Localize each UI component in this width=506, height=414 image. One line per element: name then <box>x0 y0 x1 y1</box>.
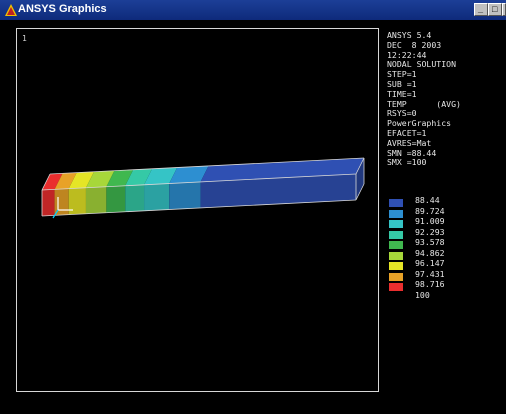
minimize-button[interactable]: _ <box>474 3 488 16</box>
beam-segment-front <box>169 181 201 210</box>
info-line: RSYS=0 <box>387 108 417 119</box>
legend-swatch <box>389 209 403 218</box>
beam-segment-front <box>42 189 55 216</box>
info-line: AVRES=Mat <box>387 137 432 148</box>
beam-segment-top <box>85 170 115 188</box>
beam-edges <box>41 157 365 217</box>
legend-label: 98.716 <box>415 279 445 289</box>
beam-segment-front <box>125 184 145 212</box>
beam-segment-top <box>125 168 153 186</box>
info-line: ANSYS 5.4 <box>387 30 432 40</box>
legend-row-end: 100 <box>387 289 502 302</box>
legend-swatch <box>389 272 403 281</box>
title-bar: ANSYS Graphics _ □ <box>0 0 506 20</box>
info-line: STEP=1 <box>387 69 417 80</box>
beam-edge <box>355 183 365 201</box>
legend-label: 94.862 <box>415 247 445 258</box>
legend-row: 98.716 <box>387 279 502 291</box>
legend-label: 91.009 <box>415 216 445 226</box>
beam-segment-front <box>68 187 86 215</box>
beam-edge <box>355 157 365 175</box>
info-line: 12:22:44 <box>387 49 427 60</box>
beam-segment-front <box>144 183 170 211</box>
maximize-button[interactable]: □ <box>488 3 502 16</box>
legend-swatch <box>389 251 403 260</box>
contour-legend: 88.44 89.724 91.009 92.293 93.578 94.862 96.14… <box>387 195 502 302</box>
info-line: SMX =100 <box>387 157 427 168</box>
legend-label: 97.431 <box>415 268 445 279</box>
info-line: TEMP (AVG) <box>387 98 461 109</box>
beam-segment-top <box>106 169 134 187</box>
legend-swatch <box>389 241 403 249</box>
beam-segment-top <box>144 167 178 185</box>
legend-swatch <box>389 230 403 239</box>
info-line: SUB =1 <box>387 78 417 89</box>
beam-segment-front <box>85 186 107 214</box>
beam-edge <box>41 173 357 191</box>
info-line: PowerGraphics <box>387 118 452 129</box>
legend-row: 91.009 <box>387 216 502 228</box>
legend-swatch <box>389 283 403 291</box>
beam-segment-top <box>54 172 77 190</box>
legend-swatch <box>389 199 403 207</box>
info-line: NODAL SOLUTION <box>387 59 457 70</box>
coordinate-triad-icon <box>52 197 73 219</box>
legend-label: 92.293 <box>415 226 445 237</box>
ansys-app-icon[interactable] <box>5 4 17 16</box>
beam-edge <box>41 173 51 191</box>
beam-edge <box>49 157 365 175</box>
beam-segment-front <box>200 174 356 208</box>
info-line: TIME=1 <box>387 88 417 99</box>
legend-row: 93.578 <box>387 237 502 249</box>
legend-row: 89.724 <box>387 205 502 218</box>
beam-edge <box>41 199 357 217</box>
solution-info-panel: ANSYS 5.4 DEC 8 2003 12:22:44 NODAL SOLUTIO… <box>387 30 502 168</box>
legend-label: 96.147 <box>415 258 445 268</box>
beam-segment-front <box>106 185 126 213</box>
legend-row: 88.44 <box>387 195 502 207</box>
legend-row: 97.431 <box>387 268 502 281</box>
beam-segment-top <box>68 171 94 189</box>
info-line: EFACET=1 <box>387 127 427 138</box>
legend-end-label: 100 <box>415 289 430 300</box>
legend-label: 88.44 <box>415 195 440 205</box>
legend-row: 92.293 <box>387 226 502 239</box>
beam-end-face <box>356 158 364 200</box>
beam-contour-segments <box>42 158 364 216</box>
info-line: SMN =88.44 <box>387 147 437 158</box>
legend-swatch <box>389 262 403 270</box>
legend-label: 93.578 <box>415 237 445 247</box>
legend-swatch <box>389 220 403 228</box>
beam-segment-top <box>200 158 364 182</box>
info-line: DEC 8 2003 <box>387 39 442 50</box>
legend-row: 94.862 <box>387 247 502 260</box>
legend-label: 89.724 <box>415 205 445 216</box>
beam-segment-top <box>169 165 209 184</box>
beam-segment-top <box>42 173 63 190</box>
maximize-icon: □ <box>492 4 498 14</box>
graphics-viewport[interactable]: 1 <box>16 28 379 392</box>
legend-row: 96.147 <box>387 258 502 270</box>
minimize-icon: _ <box>478 4 484 14</box>
window-number: 1 <box>22 34 27 43</box>
window-title: ANSYS Graphics <box>18 3 107 15</box>
